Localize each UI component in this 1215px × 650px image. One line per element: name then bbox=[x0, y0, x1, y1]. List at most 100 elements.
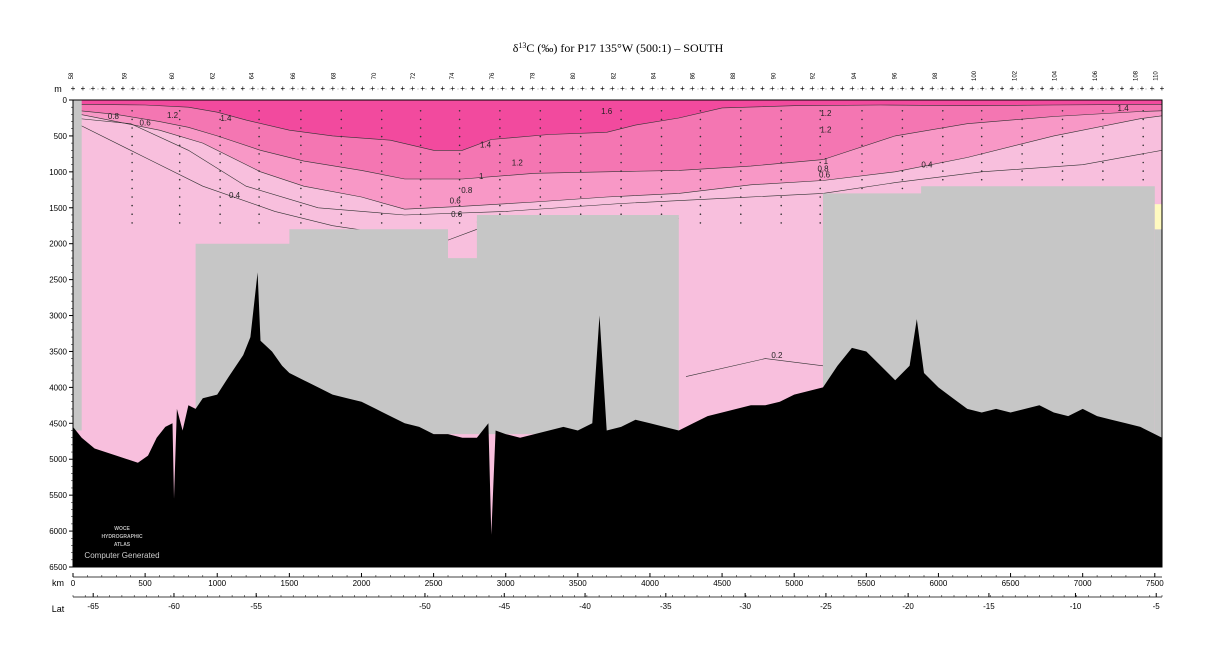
sample-dot bbox=[942, 135, 944, 138]
sample-dot bbox=[219, 196, 221, 198]
station-marker: + bbox=[280, 84, 285, 93]
station-marker: + bbox=[550, 84, 555, 93]
sample-dot bbox=[660, 153, 663, 155]
sample-dot bbox=[699, 135, 702, 138]
station-label: 60 bbox=[170, 72, 176, 79]
station-label: 86 bbox=[691, 72, 697, 79]
sample-dot bbox=[942, 118, 944, 121]
sample-dot bbox=[579, 118, 582, 121]
sample-dot bbox=[340, 110, 343, 112]
sample-dot bbox=[458, 135, 461, 138]
plot-frame bbox=[72, 99, 1163, 568]
station-marker: + bbox=[860, 84, 865, 93]
sample-dot bbox=[219, 110, 221, 112]
sample-dot bbox=[219, 118, 221, 121]
station-marker: + bbox=[990, 84, 995, 93]
sample-dot bbox=[300, 153, 302, 155]
y-tick-label: 2000 bbox=[49, 240, 67, 249]
sample-dot bbox=[300, 161, 302, 164]
sample-dot bbox=[901, 153, 904, 155]
sample-dot bbox=[660, 187, 663, 190]
sample-dot bbox=[579, 213, 582, 215]
station-marker: + bbox=[470, 84, 475, 93]
lat-tick-label: -15 bbox=[983, 602, 995, 611]
sample-dot bbox=[258, 222, 260, 224]
sample-dot bbox=[1021, 161, 1023, 164]
sample-dot bbox=[178, 127, 181, 129]
sample-dot bbox=[300, 170, 302, 172]
sample-dot bbox=[819, 135, 821, 138]
station-marker: + bbox=[830, 84, 835, 93]
sample-dot bbox=[300, 178, 302, 181]
sample-dot bbox=[620, 127, 622, 129]
x-tick-label: 7000 bbox=[1074, 579, 1092, 588]
station-marker: + bbox=[880, 84, 885, 93]
sample-dot bbox=[340, 161, 343, 164]
sample-dot bbox=[458, 144, 461, 147]
sample-dot bbox=[300, 213, 302, 215]
sample-dot bbox=[660, 170, 663, 172]
sample-dot bbox=[740, 204, 742, 207]
contour-label: 0.4 bbox=[229, 191, 241, 200]
sample-dot bbox=[131, 178, 133, 181]
station-label: 100 bbox=[972, 70, 978, 81]
station-marker: + bbox=[1100, 84, 1105, 93]
station-marker: + bbox=[930, 84, 935, 93]
sample-dot bbox=[258, 144, 260, 147]
sample-dot bbox=[1142, 118, 1144, 121]
sample-dot bbox=[458, 127, 461, 129]
sample-dot bbox=[539, 153, 542, 155]
sample-dot bbox=[660, 213, 663, 215]
sample-dot bbox=[340, 118, 343, 121]
station-marker: + bbox=[560, 84, 565, 93]
sample-dot bbox=[300, 127, 302, 129]
sample-dot bbox=[340, 135, 343, 138]
sample-dot bbox=[780, 178, 782, 181]
station-marker: + bbox=[290, 84, 295, 93]
sample-dot bbox=[499, 153, 501, 155]
sample-dot bbox=[861, 187, 863, 190]
sample-dot bbox=[699, 187, 702, 190]
sample-dot bbox=[740, 187, 742, 190]
station-label: 82 bbox=[611, 72, 617, 79]
station-marker: + bbox=[520, 84, 525, 93]
title-prefix: δ bbox=[513, 41, 519, 55]
sample-dot bbox=[499, 110, 501, 112]
station-marker: + bbox=[570, 84, 575, 93]
sample-dot bbox=[131, 196, 133, 198]
station-marker: + bbox=[81, 84, 86, 93]
contour-0.6 bbox=[73, 117, 1162, 216]
seafloor bbox=[73, 272, 1162, 567]
station-label: 104 bbox=[1053, 70, 1059, 81]
station-label: 62 bbox=[210, 72, 216, 79]
sample-dot bbox=[740, 213, 742, 215]
sample-dot bbox=[980, 110, 983, 112]
sample-dot bbox=[131, 153, 133, 155]
sample-dot bbox=[340, 178, 343, 181]
sample-dot bbox=[1102, 110, 1104, 112]
title-suffix: C (‰) for P17 135°W (500:1) – SOUTH bbox=[526, 41, 723, 55]
sample-dot bbox=[620, 153, 622, 155]
station-label: 80 bbox=[571, 72, 577, 79]
sample-dot bbox=[258, 213, 260, 215]
sample-dot bbox=[340, 153, 343, 155]
contour-label: 0.8 bbox=[108, 112, 120, 121]
sample-dot bbox=[178, 196, 181, 198]
sample-dot bbox=[620, 213, 622, 215]
station-label: 88 bbox=[731, 72, 737, 79]
station-marker: + bbox=[310, 84, 315, 93]
sample-dot bbox=[340, 204, 343, 207]
station-marker: + bbox=[580, 84, 585, 93]
station-marker: + bbox=[1030, 84, 1035, 93]
sample-dot bbox=[980, 127, 983, 129]
sample-dot bbox=[901, 161, 904, 164]
sample-dot bbox=[901, 178, 904, 181]
sample-dot bbox=[1142, 110, 1144, 112]
sample-dot bbox=[980, 178, 983, 181]
sample-dot bbox=[258, 161, 260, 164]
station-marker: + bbox=[1040, 84, 1045, 93]
x-tick-label: 5000 bbox=[785, 579, 803, 588]
sample-dot bbox=[539, 118, 542, 121]
lat-axis-name: Lat bbox=[52, 604, 65, 614]
sample-dot bbox=[419, 144, 422, 147]
